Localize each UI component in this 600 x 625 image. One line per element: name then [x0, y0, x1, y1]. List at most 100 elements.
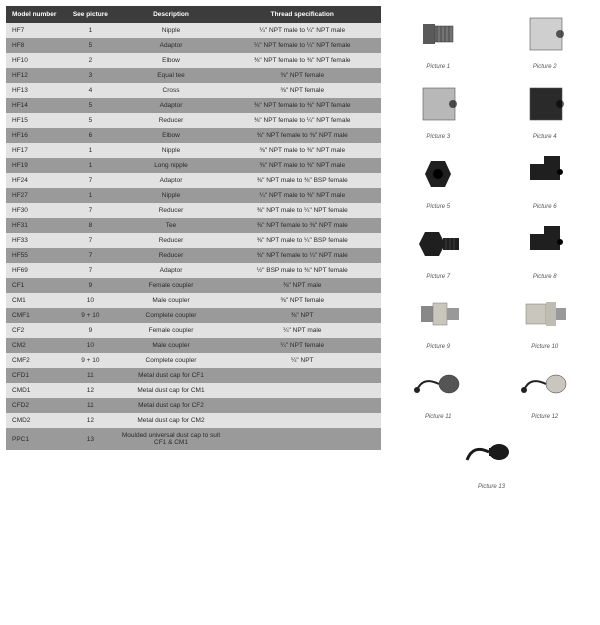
cell-thread: ⅜" NPT female to ¼" NPT male [224, 248, 382, 263]
table-row: HF145Adaptor⅜" NPT female to ⅜" NPT fema… [6, 98, 381, 113]
cell-picture: 9 + 10 [62, 308, 118, 323]
cell-picture: 7 [62, 263, 118, 278]
page: Model number See picture Description Thr… [0, 0, 600, 496]
cell-desc: Male coupler [119, 338, 224, 353]
cell-model: PPC1 [6, 428, 62, 450]
cell-desc: Nipple [119, 23, 224, 38]
table-row: CMD112Metal dust cap for CM1 [6, 383, 381, 398]
picture-label: Picture 1 [426, 64, 450, 70]
cell-thread: ⅜" NPT female [224, 83, 382, 98]
cell-picture: 11 [62, 398, 118, 413]
picture-gallery: Picture 1Picture 2Picture 3Picture 4Pict… [389, 6, 594, 490]
cell-thread: ⅜" NPT [224, 308, 382, 323]
cell-desc: Reducer [119, 203, 224, 218]
cell-model: HF7 [6, 23, 62, 38]
cell-thread: ⅜" NPT female [224, 293, 382, 308]
cell-thread [224, 383, 382, 398]
spec-table: Model number See picture Description Thr… [6, 6, 381, 450]
cell-thread: ½" BSP male to ⅜" NPT female [224, 263, 382, 278]
cell-desc: Reducer [119, 113, 224, 128]
cell-model: HF24 [6, 173, 62, 188]
part-icon [403, 216, 473, 271]
cell-model: HF17 [6, 143, 62, 158]
picture-label: Picture 9 [426, 344, 450, 350]
cell-thread [224, 413, 382, 428]
cell-model: HF33 [6, 233, 62, 248]
table-row: CFD111Metal dust cap for CF1 [6, 368, 381, 383]
cell-desc: Elbow [119, 53, 224, 68]
part-icon [457, 426, 527, 481]
cell-picture: 5 [62, 98, 118, 113]
cell-model: CFD2 [6, 398, 62, 413]
picture-4: Picture 4 [496, 76, 595, 140]
cell-thread: ¼" NPT male to ⅜" NPT male [224, 188, 382, 203]
col-model: Model number [6, 6, 62, 23]
picture-6: Picture 6 [496, 146, 595, 210]
table-row: HF123Equal tee⅜" NPT female [6, 68, 381, 83]
cell-picture: 10 [62, 293, 118, 308]
cell-model: HF14 [6, 98, 62, 113]
part-icon [510, 76, 580, 131]
table-row: HF337Reducer⅜" NPT male to ¼" BSP female [6, 233, 381, 248]
picture-2: Picture 2 [496, 6, 595, 70]
picture-3: Picture 3 [389, 76, 488, 140]
table-row: CF19Female coupler⅜" NPT male [6, 278, 381, 293]
part-icon [510, 6, 580, 61]
cell-picture: 12 [62, 383, 118, 398]
cell-thread: ⅜" NPT female [224, 68, 382, 83]
cell-picture: 5 [62, 113, 118, 128]
spec-table-container: Model number See picture Description Thr… [6, 6, 381, 490]
cell-desc: Long nipple [119, 158, 224, 173]
cell-model: CF2 [6, 323, 62, 338]
part-icon [510, 146, 580, 201]
col-picture: See picture [62, 6, 118, 23]
cell-desc: Metal dust cap for CM1 [119, 383, 224, 398]
col-thread: Thread specification [224, 6, 382, 23]
cell-picture: 7 [62, 173, 118, 188]
table-row: HF307Reducer⅜" NPT male to ¼" NPT female [6, 203, 381, 218]
cell-model: CM1 [6, 293, 62, 308]
cell-thread [224, 398, 382, 413]
part-icon [403, 6, 473, 61]
cell-model: CM2 [6, 338, 62, 353]
table-row: HF166Elbow⅜" NPT female to ⅜" NPT male [6, 128, 381, 143]
cell-thread: ¼" NPT female [224, 338, 382, 353]
cell-picture: 11 [62, 368, 118, 383]
table-row: HF318Tee⅜" NPT female to ⅜" NPT male [6, 218, 381, 233]
cell-thread: ¼" NPT female to ¼" NPT female [224, 38, 382, 53]
cell-model: HF15 [6, 113, 62, 128]
cell-desc: Elbow [119, 128, 224, 143]
table-row: CMF19 + 10Complete coupler⅜" NPT [6, 308, 381, 323]
cell-desc: Moulded universal dust cap to suit CF1 &… [119, 428, 224, 450]
part-icon [510, 356, 580, 411]
part-icon [403, 286, 473, 341]
table-row: HF697Adaptor½" BSP male to ⅜" NPT female [6, 263, 381, 278]
picture-9: Picture 9 [389, 286, 488, 350]
table-row: HF171Nipple⅜" NPT male to ⅜" NPT male [6, 143, 381, 158]
table-row: CFD211Metal dust cap for CF2 [6, 398, 381, 413]
cell-desc: Metal dust cap for CF1 [119, 368, 224, 383]
cell-desc: Tee [119, 218, 224, 233]
cell-model: CMF2 [6, 353, 62, 368]
cell-picture: 5 [62, 38, 118, 53]
cell-desc: Cross [119, 83, 224, 98]
picture-label: Picture 8 [533, 274, 557, 280]
cell-desc: Metal dust cap for CF2 [119, 398, 224, 413]
cell-model: HF55 [6, 248, 62, 263]
table-row: HF557Reducer⅜" NPT female to ¼" NPT male [6, 248, 381, 263]
cell-thread: ⅜" NPT male to ¼" BSP female [224, 233, 382, 248]
cell-desc: Metal dust cap for CM2 [119, 413, 224, 428]
picture-label: Picture 13 [478, 484, 505, 490]
table-row: HF71Nipple¼" NPT male to ¼" NPT male [6, 23, 381, 38]
cell-picture: 9 + 10 [62, 353, 118, 368]
cell-model: HF31 [6, 218, 62, 233]
cell-desc: Adaptor [119, 173, 224, 188]
picture-label: Picture 11 [425, 414, 452, 420]
picture-label: Picture 2 [533, 64, 557, 70]
col-desc: Description [119, 6, 224, 23]
cell-model: CMD2 [6, 413, 62, 428]
cell-desc: Equal tee [119, 68, 224, 83]
cell-picture: 6 [62, 128, 118, 143]
table-row: CM210Male coupler¼" NPT female [6, 338, 381, 353]
cell-picture: 2 [62, 53, 118, 68]
